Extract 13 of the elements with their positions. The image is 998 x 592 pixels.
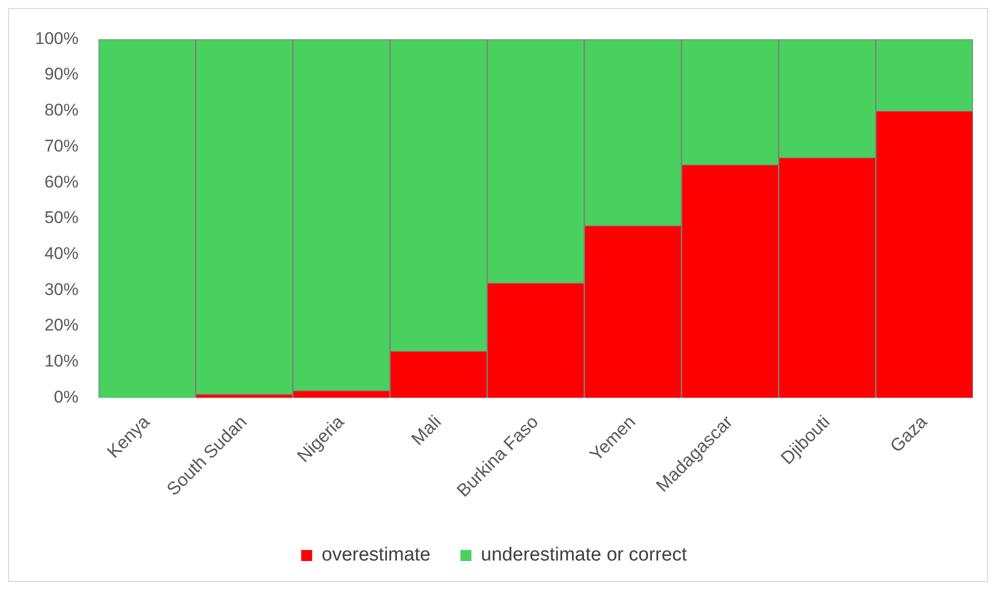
legend-label: underestimate or correct [480,544,688,566]
y-tick-label: 30% [44,280,78,299]
y-tick-label: 100% [34,28,78,48]
y-tick-label: 10% [44,352,78,371]
y-tick-label: 90% [44,64,78,84]
y-tick-label: 0% [54,387,78,406]
y-tick-label: 50% [44,208,78,228]
y-tick-label: 80% [44,100,78,120]
y-tick-label: 20% [44,316,78,335]
legend-label: overestimate [322,544,430,566]
y-tick-label: 40% [44,244,78,264]
y-tick-label: 60% [44,172,78,192]
y-tick-label: 70% [44,136,78,156]
